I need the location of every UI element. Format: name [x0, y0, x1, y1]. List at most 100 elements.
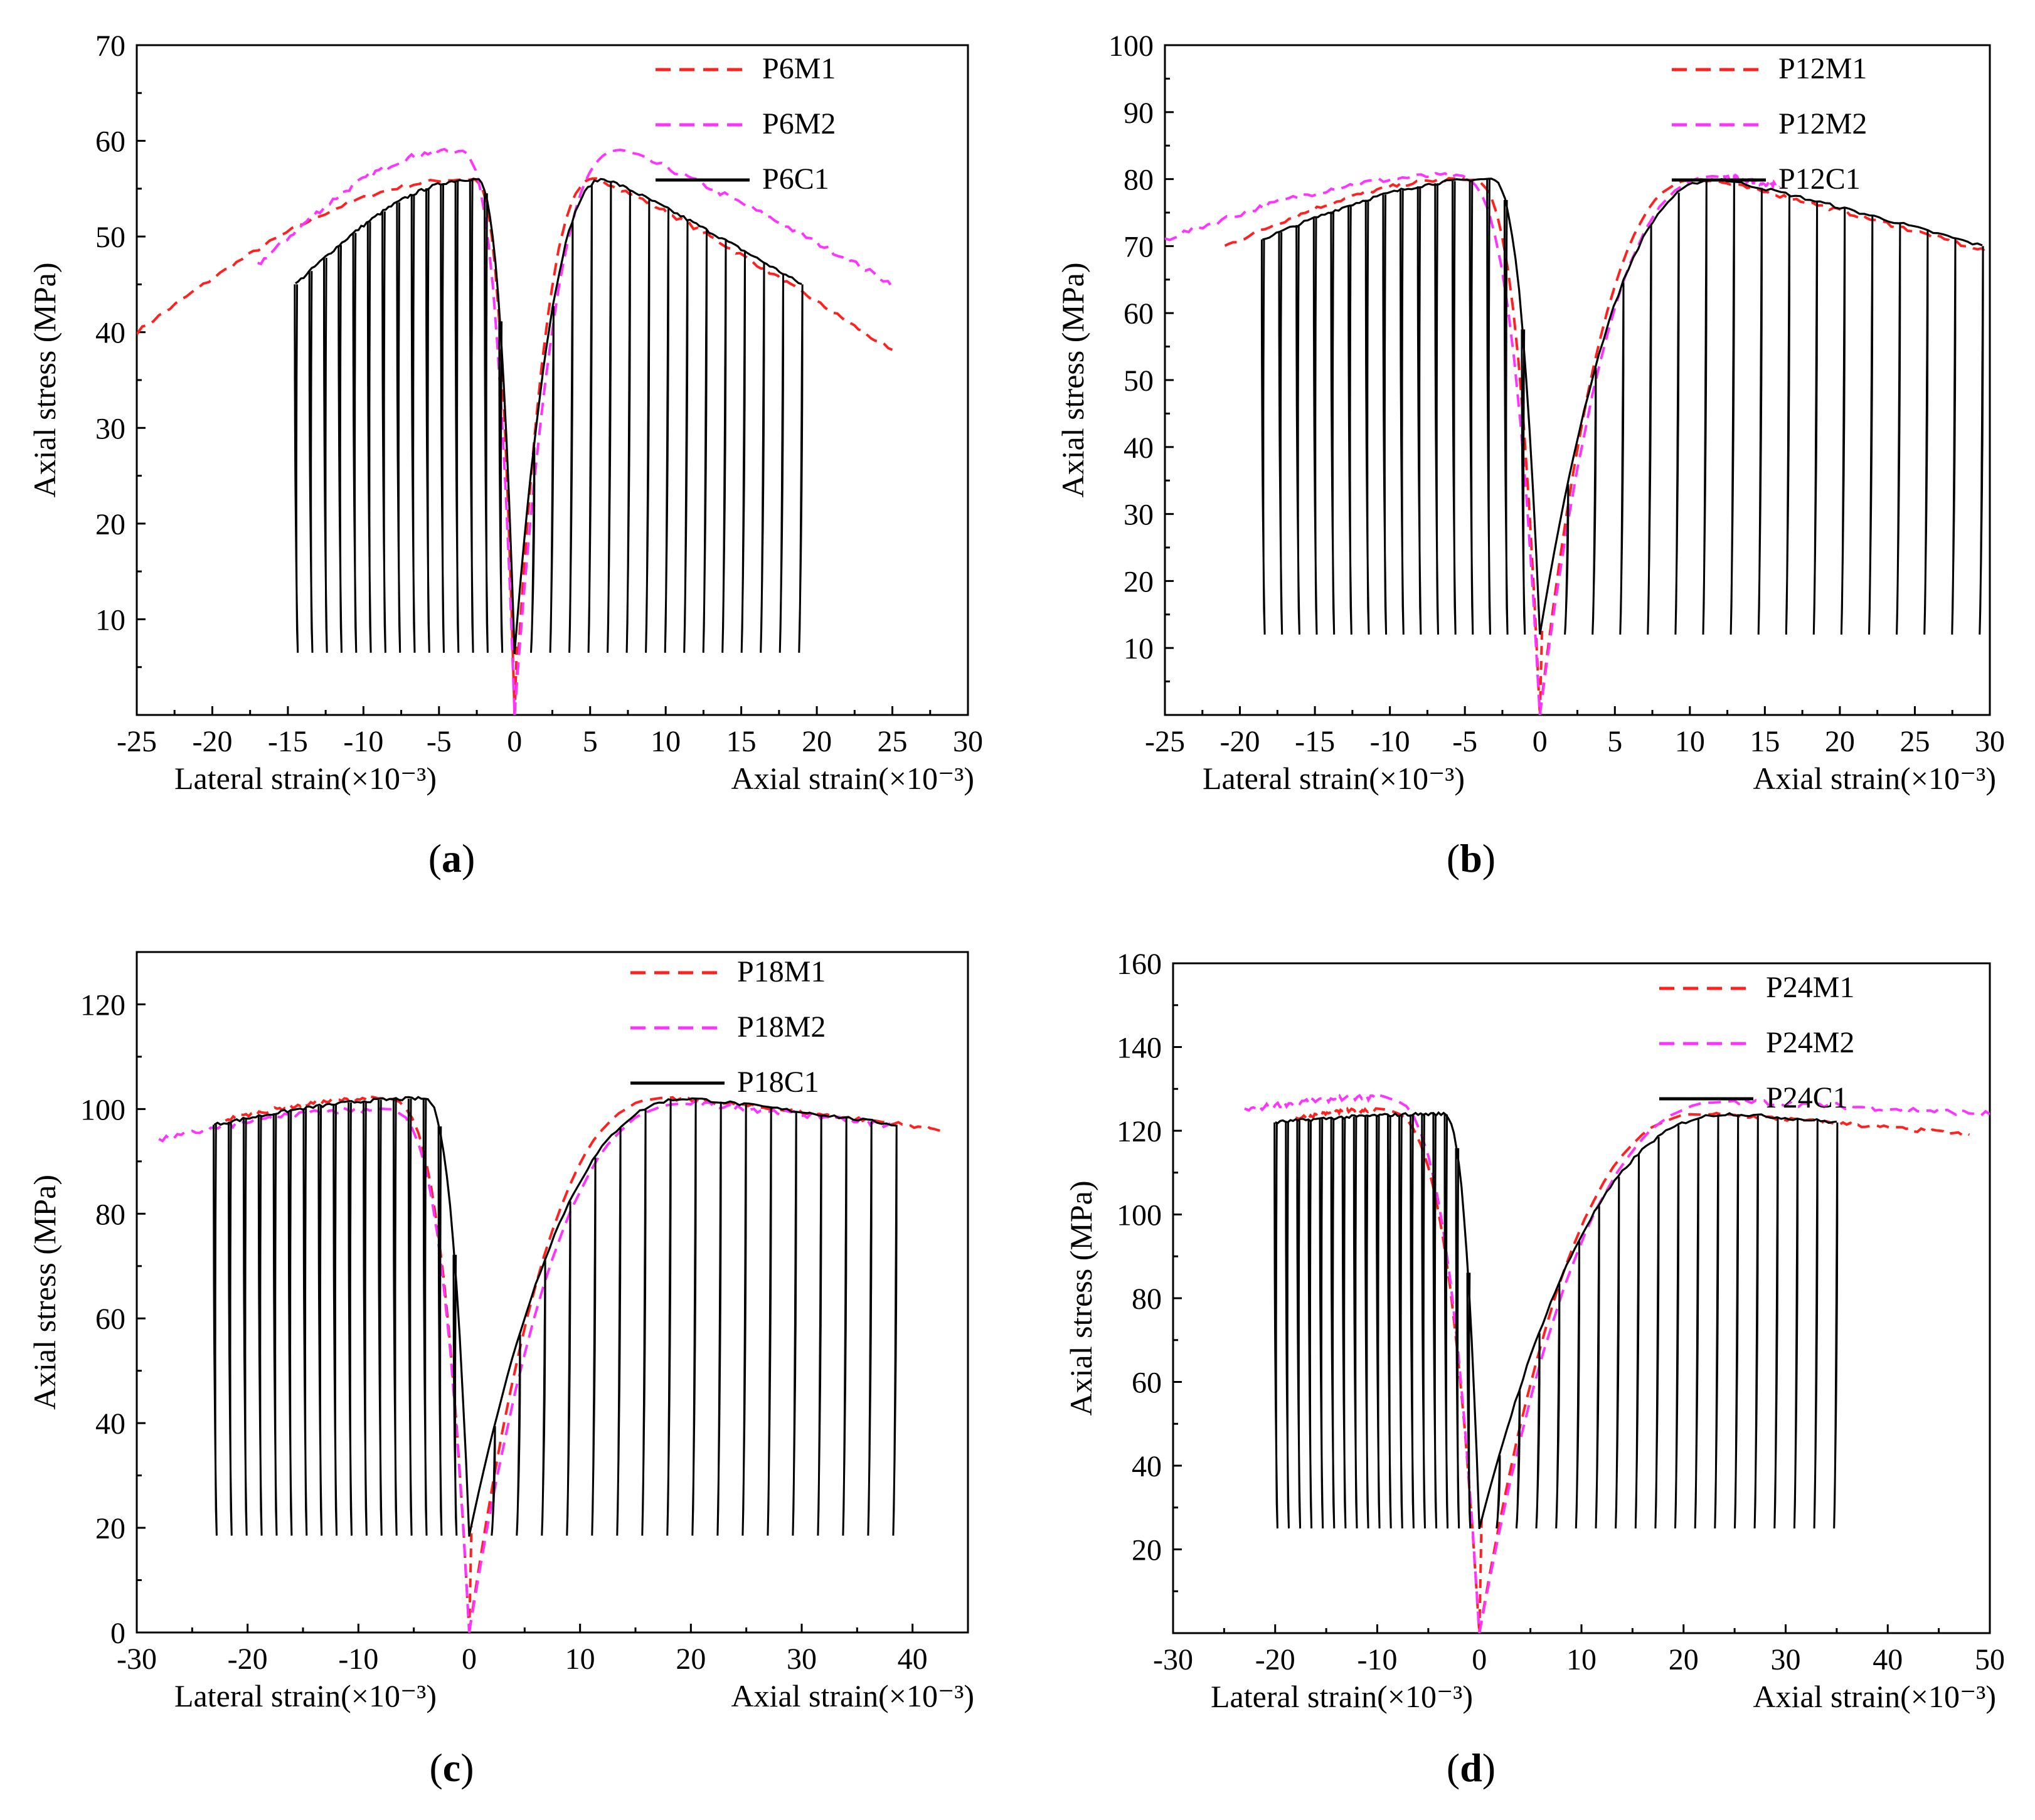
x-tick-label: 0: [507, 725, 522, 758]
y-tick-label: 50: [1124, 364, 1154, 398]
c1-axial-cycle: [625, 189, 631, 653]
x-tick-label: -20: [228, 1643, 268, 1676]
x-tick-label: 10: [1675, 725, 1705, 758]
c1-axial-cycle: [1923, 230, 1929, 635]
y-tick-label: 80: [1124, 164, 1154, 197]
c1-axial-cycle: [1757, 188, 1763, 635]
c1-lateral-cycle: [454, 180, 460, 653]
plot-frame: [1172, 962, 1991, 1634]
c1-axial-cycle: [1647, 225, 1652, 635]
c1-axial-cycle: [1729, 181, 1735, 635]
series-m1-lateral: [1295, 1106, 1481, 1633]
legend: P24M1 P24M2 P24C1: [1659, 971, 1854, 1114]
legend: P6M1 P6M2 P6C1: [656, 52, 836, 196]
c1-axial-cycle: [541, 1260, 546, 1536]
x-tick-label: 30: [787, 1643, 817, 1676]
c1-axial-cycle: [778, 273, 784, 653]
plot-frame: [1164, 44, 1991, 716]
series-m1-axial: [468, 1096, 947, 1632]
x-tick-label: 40: [1873, 1643, 1903, 1676]
panel-label: (d): [1447, 1745, 1496, 1790]
c1-lateral-cycle: [1455, 1148, 1460, 1529]
c1-lateral-cycle: [1521, 329, 1526, 635]
x-axis-title-axial: Axial strain(×10⁻³): [1753, 761, 1996, 796]
x-tick-label: -20: [1255, 1643, 1295, 1676]
y-tick-label: 40: [95, 1407, 125, 1441]
x-tick-label: 15: [1750, 725, 1780, 758]
c1-lateral-cycle: [1273, 1122, 1278, 1529]
panel-label: (b): [1447, 836, 1496, 881]
series-c1-lateral-envelope: [213, 1096, 470, 1537]
c1-axial-cycle: [566, 1201, 571, 1536]
legend-label: P24M2: [1766, 1026, 1854, 1059]
x-tick-label: -5: [427, 725, 452, 758]
y-tick-label: 120: [80, 988, 125, 1022]
series-c1-lateral-envelope: [1262, 177, 1541, 634]
y-tick-label: 40: [95, 317, 125, 350]
y-tick-label: 70: [1124, 230, 1154, 263]
series-m2-axial: [1478, 1098, 1990, 1633]
c1-lateral-cycle: [352, 233, 358, 653]
c1-axial-cycle: [1575, 1241, 1580, 1529]
x-axis-title-axial: Axial strain(×10⁻³): [731, 761, 974, 796]
x-tick-label: -15: [1295, 725, 1335, 758]
c1-lateral-cycle: [242, 1119, 248, 1536]
x-tick-label: 40: [898, 1643, 928, 1676]
c1-lateral-cycle: [1260, 239, 1266, 635]
y-tick-label: 60: [1132, 1367, 1162, 1400]
c1-axial-cycle: [591, 1157, 597, 1536]
c1-lateral-cycle: [272, 1113, 278, 1536]
c1-axial-cycle: [1674, 1125, 1680, 1529]
c1-lateral-cycle: [1330, 1118, 1336, 1529]
c1-axial-cycle: [1555, 1283, 1561, 1529]
c1-lateral-cycle: [1364, 1116, 1369, 1529]
c1-lateral-cycle: [469, 179, 474, 653]
c1-axial-cycle: [664, 209, 669, 653]
y-tick-label: 60: [1124, 297, 1154, 331]
y-tick-label: 20: [1132, 1534, 1162, 1567]
x-tick-label: -30: [117, 1643, 157, 1676]
y-tick-label: 60: [95, 125, 125, 159]
x-tick-label: 10: [651, 725, 681, 758]
y-tick-label: 30: [1124, 499, 1154, 532]
y-tick-label: 20: [95, 1512, 125, 1545]
c1-lateral-cycle: [1376, 1115, 1381, 1529]
y-tick-label: 90: [1124, 97, 1154, 130]
x-tick-label: -10: [1358, 1643, 1398, 1676]
c1-axial-cycle: [740, 251, 746, 653]
c1-axial-cycle: [691, 1099, 697, 1536]
c1-axial-cycle: [741, 1104, 747, 1536]
c1-axial-cycle: [1496, 1455, 1501, 1529]
c1-axial-cycle: [1813, 1120, 1819, 1529]
legend-label: P6C1: [762, 162, 829, 196]
x-axis-title-lateral: Lateral strain(×10⁻³): [1211, 1679, 1473, 1714]
chart-panel-b: -25 -20 -15 -10 -5 0 5 10 15 20 25 30 10 20 30 40 50 60 70…: [1055, 29, 2005, 881]
y-tick-label: 100: [1117, 1199, 1162, 1232]
x-tick-label: -25: [1145, 725, 1185, 758]
c1-lateral-cycle: [1466, 1272, 1472, 1529]
c1-lateral-cycle: [1295, 225, 1300, 635]
c1-lateral-cycle: [348, 1102, 353, 1536]
c1-axial-cycle: [549, 305, 555, 653]
y-tick-label: 50: [95, 221, 125, 254]
series-m2-lateral: [1165, 172, 1541, 715]
c1-lateral-cycle: [381, 211, 386, 653]
c1-lateral-cycle: [1278, 232, 1283, 635]
y-tick-label: 100: [1108, 29, 1154, 63]
series-c1-axial-envelope: [513, 177, 802, 653]
c1-axial-cycle: [867, 1121, 873, 1536]
x-tick-label: 20: [1825, 725, 1855, 758]
c1-axial-cycle: [817, 1114, 822, 1536]
y-axis-title: Axial stress (MPa): [27, 1175, 62, 1410]
chart-panel-a: -25 -20 -15 -10 -5 0 5 10 15 20 25 30 10 20 30 40 50 60 70…: [27, 29, 983, 881]
series-m1-lateral: [225, 1095, 470, 1632]
x-tick-label: 10: [565, 1643, 595, 1676]
series-m1-axial: [1538, 178, 1990, 715]
x-tick-label: 5: [1607, 725, 1622, 758]
c1-axial-cycle: [1591, 368, 1597, 635]
x-tick-label: -25: [117, 725, 157, 758]
x-tick-label: -30: [1153, 1643, 1193, 1676]
c1-axial-cycle: [616, 1127, 622, 1536]
c1-axial-cycle: [1793, 1119, 1799, 1529]
